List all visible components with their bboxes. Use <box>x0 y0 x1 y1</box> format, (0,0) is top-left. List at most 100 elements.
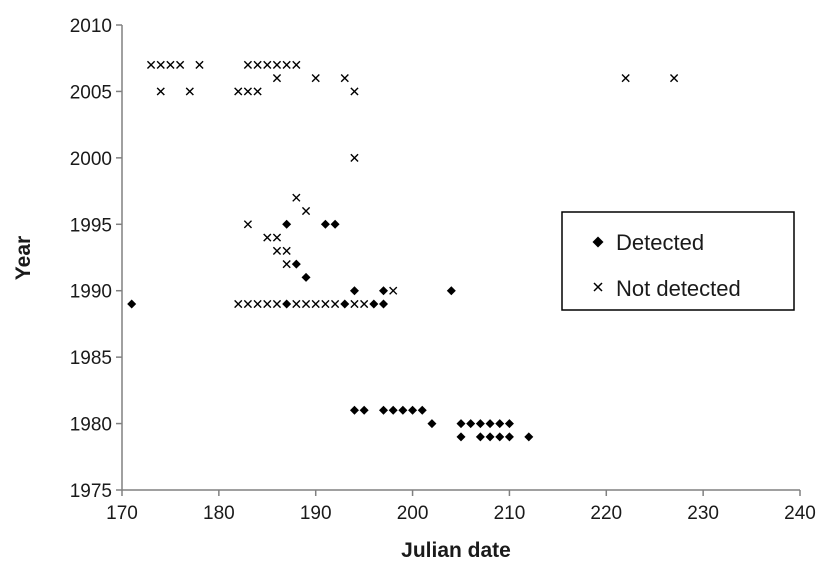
detected-point <box>475 419 485 429</box>
detected-point <box>485 419 495 429</box>
detected-point <box>349 286 359 296</box>
not-detected-point <box>263 233 272 242</box>
detected-point <box>456 419 466 429</box>
not-detected-point <box>146 60 156 69</box>
not-detected-point <box>272 299 282 309</box>
detected-point <box>282 219 292 229</box>
not-detected-point <box>272 74 282 83</box>
legend-detected-marker <box>592 236 604 248</box>
detected-point <box>456 432 466 442</box>
detected-point <box>408 405 418 415</box>
detected-point <box>446 286 456 296</box>
not-detected-point <box>156 87 165 96</box>
not-detected-point <box>282 260 291 269</box>
detected-point <box>495 432 505 442</box>
not-detected-point <box>195 60 204 69</box>
y-tick-label: 1975 <box>70 481 112 502</box>
not-detected-point <box>156 60 165 69</box>
not-detected-point <box>340 74 349 83</box>
detected-point <box>340 299 350 309</box>
y-tick-label: 2010 <box>70 16 112 37</box>
y-tick-label: 1985 <box>70 348 112 369</box>
y-tick-label: 2005 <box>70 82 112 103</box>
detected-point <box>330 219 340 229</box>
detected-point <box>524 432 534 442</box>
detected-point <box>320 219 330 229</box>
detected-point <box>301 272 311 282</box>
not-detected-point <box>234 299 243 309</box>
detected-point <box>427 419 437 429</box>
detected-point <box>485 432 495 442</box>
not-detected-point <box>272 246 282 255</box>
detected-point <box>388 405 398 415</box>
legend-detected-label: Detected <box>616 230 704 255</box>
not-detected-point <box>243 60 253 69</box>
not-detected-point <box>185 87 194 96</box>
legend-box <box>561 211 795 311</box>
detected-point <box>504 432 514 442</box>
detected-point <box>379 286 389 296</box>
not-detected-point <box>301 206 311 216</box>
detected-point <box>291 259 301 269</box>
not-detected-point <box>350 299 359 309</box>
legend-not-detected-marker <box>593 282 603 292</box>
y-tick-label: 2000 <box>70 149 112 170</box>
detected-point <box>495 419 505 429</box>
not-detected-point <box>253 299 262 309</box>
y-tick-label: 1990 <box>70 282 112 303</box>
data-points <box>127 60 679 442</box>
not-detected-point <box>253 87 262 96</box>
not-detected-point <box>263 299 272 309</box>
not-detected-point <box>360 299 369 309</box>
not-detected-point <box>292 299 301 309</box>
not-detected-point <box>292 193 301 202</box>
not-detected-point <box>243 220 253 229</box>
detected-point <box>504 419 514 429</box>
not-detected-point <box>176 60 185 69</box>
not-detected-point <box>301 299 311 309</box>
not-detected-point <box>621 74 630 83</box>
not-detected-point <box>234 87 243 96</box>
legend: Detected Not detected <box>561 211 795 311</box>
x-tick-label: 170 <box>106 503 138 524</box>
not-detected-point <box>282 60 291 69</box>
not-detected-point <box>272 60 282 69</box>
not-detected-point <box>669 74 679 83</box>
not-detected-point <box>243 87 253 96</box>
detected-point <box>359 405 369 415</box>
detected-point <box>398 405 408 415</box>
x-tick-label: 190 <box>300 503 332 524</box>
detected-point <box>417 405 427 415</box>
detected-point <box>127 299 137 309</box>
not-detected-point <box>350 153 359 162</box>
legend-not-detected-label: Not detected <box>616 276 741 301</box>
detected-point <box>379 299 389 309</box>
not-detected-point <box>321 299 330 309</box>
detected-point <box>466 419 476 429</box>
x-tick-label: 230 <box>687 503 719 524</box>
x-axis-ticks: 170 180 190 200 210 220 230 240 <box>106 490 816 524</box>
not-detected-point <box>389 286 398 295</box>
x-axis-title: Julian date <box>401 539 511 562</box>
not-detected-point <box>166 60 175 69</box>
x-tick-label: 200 <box>397 503 429 524</box>
not-detected-point <box>263 60 272 69</box>
y-axis-ticks: 1975 1980 1985 1990 1995 2000 2005 2010 <box>70 16 122 502</box>
not-detected-point <box>282 246 291 255</box>
x-tick-label: 180 <box>203 503 235 524</box>
x-tick-label: 240 <box>784 503 816 524</box>
not-detected-point <box>272 233 282 242</box>
detected-point <box>379 405 389 415</box>
not-detected-point <box>243 299 253 309</box>
detected-point <box>475 432 485 442</box>
not-detected-point <box>330 299 340 309</box>
detected-point <box>282 299 292 309</box>
not-detected-point <box>350 87 359 96</box>
y-tick-label: 1995 <box>70 215 112 236</box>
x-tick-label: 220 <box>590 503 622 524</box>
y-tick-label: 1980 <box>70 415 112 436</box>
y-axis-title: Year <box>12 236 35 280</box>
not-detected-point <box>311 74 320 83</box>
not-detected-point <box>311 299 320 309</box>
